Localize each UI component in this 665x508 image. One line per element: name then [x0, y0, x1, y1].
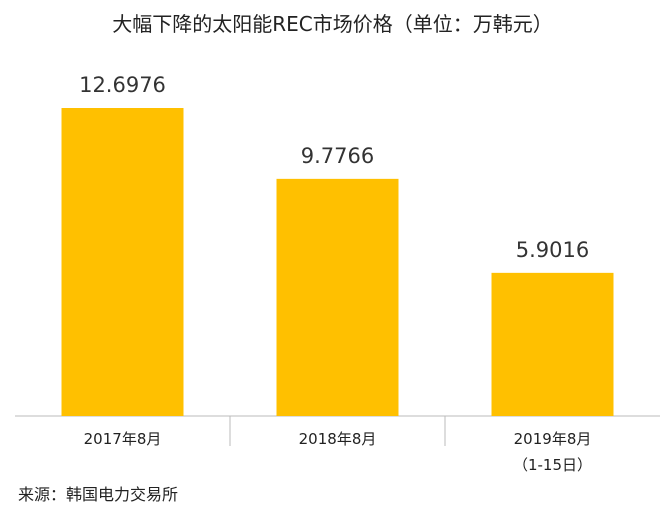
source-note: 来源：韩国电力交易所 — [18, 485, 179, 504]
value-label: 9.7766 — [301, 144, 374, 168]
x-tick-label: 2017年8月 — [83, 430, 162, 448]
x-tick-label: 2018年8月 — [298, 430, 377, 448]
bar — [61, 108, 184, 416]
value-label: 5.9016 — [516, 238, 589, 262]
value-label: 12.6976 — [79, 73, 166, 97]
bar — [276, 178, 399, 416]
chart-title: 大幅下降的太阳能REC市场价格（单位：万韩元） — [112, 12, 553, 36]
x-tick-label: 2019年8月 （1-15日） — [512, 430, 593, 474]
bar — [491, 272, 614, 416]
